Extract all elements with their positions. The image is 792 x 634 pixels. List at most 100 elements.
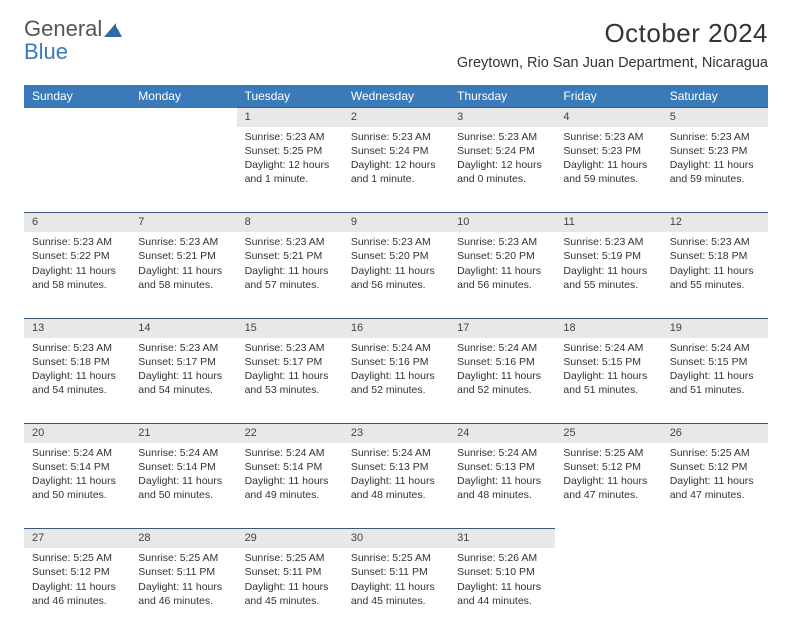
daylight-line: Daylight: 11 hours and 53 minutes. <box>245 369 335 397</box>
day-content-cell: Sunrise: 5:24 AMSunset: 5:13 PMDaylight:… <box>449 443 555 529</box>
day-header: Tuesday <box>237 85 343 108</box>
sunset-line: Sunset: 5:14 PM <box>245 460 335 474</box>
day-content-cell: Sunrise: 5:23 AMSunset: 5:24 PMDaylight:… <box>343 127 449 213</box>
sunrise-line: Sunrise: 5:23 AM <box>351 235 441 249</box>
day-content-cell: Sunrise: 5:23 AMSunset: 5:22 PMDaylight:… <box>24 232 130 318</box>
day-number-row: 13141516171819 <box>24 318 768 337</box>
day-content-cell: Sunrise: 5:24 AMSunset: 5:13 PMDaylight:… <box>343 443 449 529</box>
sunrise-line: Sunrise: 5:25 AM <box>32 551 122 565</box>
sunset-line: Sunset: 5:14 PM <box>138 460 228 474</box>
sunset-line: Sunset: 5:16 PM <box>351 355 441 369</box>
daylight-line: Daylight: 11 hours and 50 minutes. <box>32 474 122 502</box>
day-number-cell: 27 <box>24 529 130 548</box>
day-content-cell: Sunrise: 5:23 AMSunset: 5:18 PMDaylight:… <box>24 338 130 424</box>
day-header: Monday <box>130 85 236 108</box>
daylight-line: Daylight: 11 hours and 47 minutes. <box>563 474 653 502</box>
sunrise-line: Sunrise: 5:25 AM <box>563 446 653 460</box>
daylight-line: Daylight: 11 hours and 44 minutes. <box>457 580 547 608</box>
month-title: October 2024 <box>457 18 768 49</box>
day-number-cell: 6 <box>24 213 130 232</box>
day-header: Thursday <box>449 85 555 108</box>
sunset-line: Sunset: 5:13 PM <box>457 460 547 474</box>
day-content-cell: Sunrise: 5:25 AMSunset: 5:11 PMDaylight:… <box>237 548 343 634</box>
sunrise-line: Sunrise: 5:23 AM <box>670 130 760 144</box>
day-number-cell: 1 <box>237 108 343 127</box>
daylight-line: Daylight: 11 hours and 45 minutes. <box>351 580 441 608</box>
daylight-line: Daylight: 11 hours and 54 minutes. <box>32 369 122 397</box>
day-header: Friday <box>555 85 661 108</box>
daylight-line: Daylight: 11 hours and 48 minutes. <box>351 474 441 502</box>
daylight-line: Daylight: 11 hours and 49 minutes. <box>245 474 335 502</box>
sunset-line: Sunset: 5:10 PM <box>457 565 547 579</box>
day-content-row: Sunrise: 5:23 AMSunset: 5:22 PMDaylight:… <box>24 232 768 318</box>
day-number-cell <box>662 529 768 548</box>
sunset-line: Sunset: 5:20 PM <box>351 249 441 263</box>
day-number-cell: 31 <box>449 529 555 548</box>
day-header: Sunday <box>24 85 130 108</box>
daylight-line: Daylight: 11 hours and 51 minutes. <box>563 369 653 397</box>
day-number-cell: 18 <box>555 318 661 337</box>
sunset-line: Sunset: 5:20 PM <box>457 249 547 263</box>
sunset-line: Sunset: 5:15 PM <box>563 355 653 369</box>
sunset-line: Sunset: 5:18 PM <box>32 355 122 369</box>
daylight-line: Daylight: 11 hours and 54 minutes. <box>138 369 228 397</box>
day-content-cell: Sunrise: 5:23 AMSunset: 5:18 PMDaylight:… <box>662 232 768 318</box>
sunrise-line: Sunrise: 5:23 AM <box>457 130 547 144</box>
daylight-line: Daylight: 11 hours and 48 minutes. <box>457 474 547 502</box>
sunrise-line: Sunrise: 5:25 AM <box>670 446 760 460</box>
sunrise-line: Sunrise: 5:23 AM <box>245 341 335 355</box>
sunrise-line: Sunrise: 5:23 AM <box>457 235 547 249</box>
sunrise-line: Sunrise: 5:25 AM <box>351 551 441 565</box>
sunrise-line: Sunrise: 5:23 AM <box>245 130 335 144</box>
day-content-cell: Sunrise: 5:23 AMSunset: 5:17 PMDaylight:… <box>130 338 236 424</box>
sunset-line: Sunset: 5:19 PM <box>563 249 653 263</box>
day-content-cell: Sunrise: 5:24 AMSunset: 5:16 PMDaylight:… <box>343 338 449 424</box>
sunrise-line: Sunrise: 5:23 AM <box>563 130 653 144</box>
day-content-cell: Sunrise: 5:23 AMSunset: 5:24 PMDaylight:… <box>449 127 555 213</box>
sunset-line: Sunset: 5:24 PM <box>457 144 547 158</box>
sunrise-line: Sunrise: 5:23 AM <box>245 235 335 249</box>
sunset-line: Sunset: 5:13 PM <box>351 460 441 474</box>
day-content-cell: Sunrise: 5:23 AMSunset: 5:20 PMDaylight:… <box>449 232 555 318</box>
day-content-row: Sunrise: 5:25 AMSunset: 5:12 PMDaylight:… <box>24 548 768 634</box>
day-content-cell: Sunrise: 5:23 AMSunset: 5:17 PMDaylight:… <box>237 338 343 424</box>
sunrise-line: Sunrise: 5:23 AM <box>351 130 441 144</box>
day-content-cell: Sunrise: 5:25 AMSunset: 5:11 PMDaylight:… <box>343 548 449 634</box>
sunrise-line: Sunrise: 5:24 AM <box>351 341 441 355</box>
day-content-cell: Sunrise: 5:24 AMSunset: 5:15 PMDaylight:… <box>662 338 768 424</box>
sunrise-line: Sunrise: 5:23 AM <box>670 235 760 249</box>
day-number-cell: 5 <box>662 108 768 127</box>
day-content-row: Sunrise: 5:23 AMSunset: 5:25 PMDaylight:… <box>24 127 768 213</box>
day-number-cell: 12 <box>662 213 768 232</box>
daylight-line: Daylight: 11 hours and 50 minutes. <box>138 474 228 502</box>
day-content-row: Sunrise: 5:24 AMSunset: 5:14 PMDaylight:… <box>24 443 768 529</box>
day-content-cell: Sunrise: 5:23 AMSunset: 5:21 PMDaylight:… <box>130 232 236 318</box>
sunset-line: Sunset: 5:21 PM <box>245 249 335 263</box>
sunrise-line: Sunrise: 5:24 AM <box>351 446 441 460</box>
sunrise-line: Sunrise: 5:23 AM <box>32 235 122 249</box>
day-content-cell: Sunrise: 5:25 AMSunset: 5:12 PMDaylight:… <box>555 443 661 529</box>
daylight-line: Daylight: 11 hours and 46 minutes. <box>32 580 122 608</box>
sunrise-line: Sunrise: 5:24 AM <box>457 341 547 355</box>
day-number-cell: 3 <box>449 108 555 127</box>
daylight-line: Daylight: 11 hours and 57 minutes. <box>245 264 335 292</box>
sunrise-line: Sunrise: 5:26 AM <box>457 551 547 565</box>
sunrise-line: Sunrise: 5:23 AM <box>563 235 653 249</box>
day-number-cell: 14 <box>130 318 236 337</box>
day-content-cell <box>24 127 130 213</box>
day-number-cell: 7 <box>130 213 236 232</box>
day-content-cell: Sunrise: 5:25 AMSunset: 5:12 PMDaylight:… <box>662 443 768 529</box>
daylight-line: Daylight: 11 hours and 58 minutes. <box>32 264 122 292</box>
sunset-line: Sunset: 5:21 PM <box>138 249 228 263</box>
daylight-line: Daylight: 11 hours and 47 minutes. <box>670 474 760 502</box>
sunrise-line: Sunrise: 5:24 AM <box>138 446 228 460</box>
day-number-row: 12345 <box>24 108 768 127</box>
location: Greytown, Rio San Juan Department, Nicar… <box>457 55 768 71</box>
logo-text-gray: General <box>24 16 102 41</box>
sunset-line: Sunset: 5:12 PM <box>563 460 653 474</box>
sunrise-line: Sunrise: 5:24 AM <box>457 446 547 460</box>
day-number-cell: 26 <box>662 424 768 443</box>
day-content-cell: Sunrise: 5:23 AMSunset: 5:21 PMDaylight:… <box>237 232 343 318</box>
daylight-line: Daylight: 11 hours and 55 minutes. <box>670 264 760 292</box>
sunrise-line: Sunrise: 5:23 AM <box>32 341 122 355</box>
